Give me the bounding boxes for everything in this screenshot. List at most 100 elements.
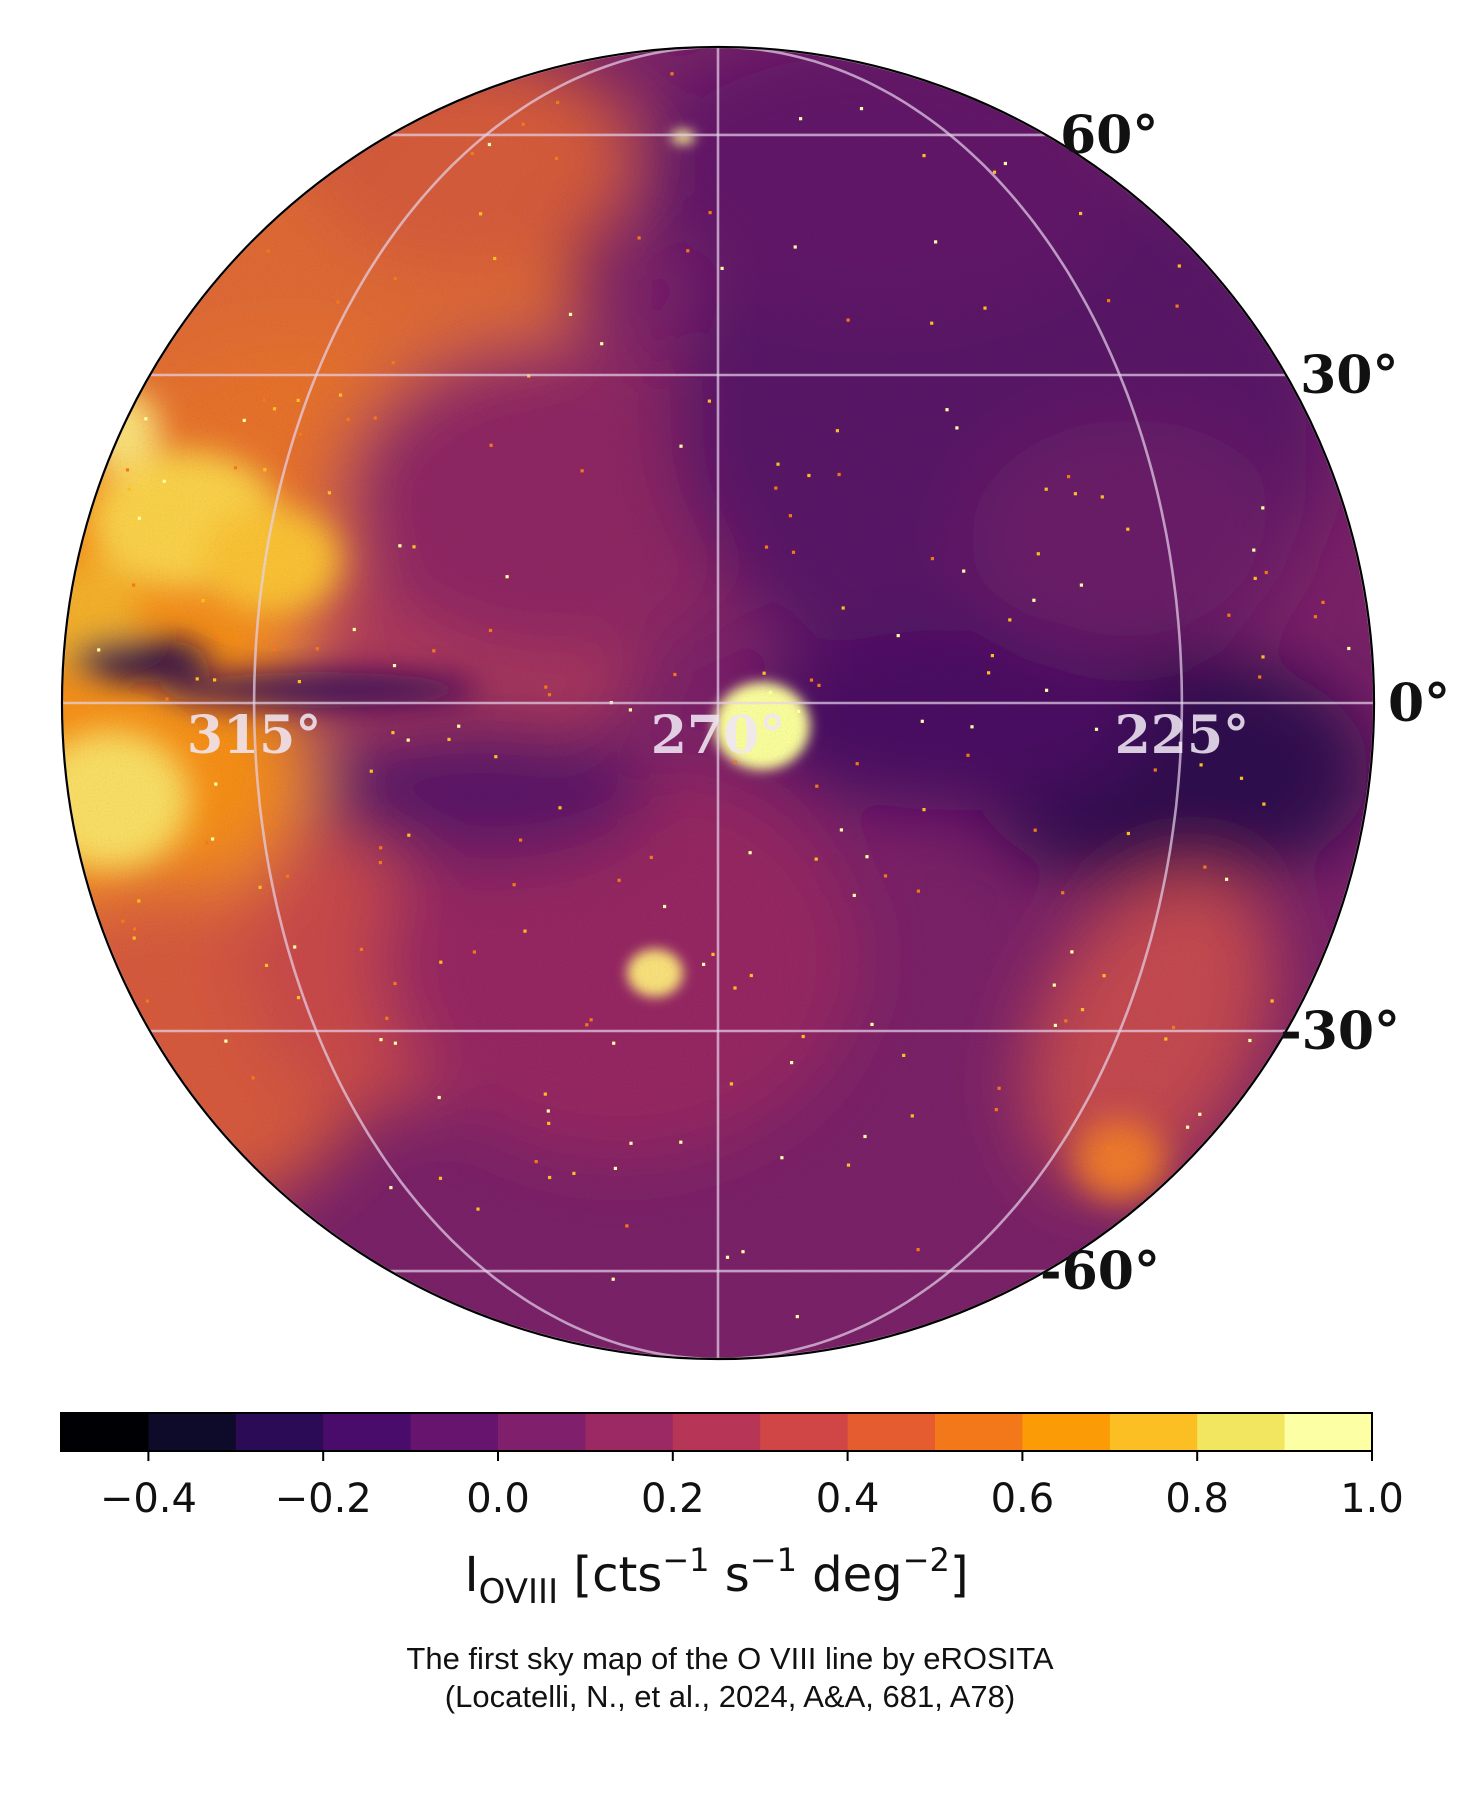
point-source — [132, 936, 136, 940]
label-exp3: −2 — [903, 1541, 950, 1579]
colorbar-segment — [235, 1413, 324, 1451]
point-source — [1239, 776, 1244, 780]
point-source — [1203, 865, 1207, 869]
point-source — [1264, 570, 1268, 575]
colorbar-tick-label: 1.0 — [1340, 1476, 1404, 1522]
point-source — [406, 738, 410, 742]
point-source — [1094, 727, 1099, 731]
point-source — [1100, 495, 1104, 499]
colorbar-tick-label: −0.2 — [275, 1476, 372, 1522]
point-source — [1061, 891, 1065, 895]
point-source — [201, 599, 205, 603]
point-source — [1008, 618, 1012, 622]
point-source — [505, 575, 509, 579]
point-source — [144, 417, 148, 421]
point-source — [809, 678, 814, 682]
point-source — [338, 393, 343, 397]
point-source — [994, 1108, 998, 1112]
point-source — [1079, 583, 1083, 587]
point-source — [327, 491, 331, 495]
point-source — [1253, 576, 1257, 580]
point-source — [359, 947, 363, 951]
point-source — [686, 249, 690, 253]
colorbar-segment — [672, 1413, 761, 1451]
point-source — [487, 142, 491, 147]
point-source — [1045, 688, 1049, 692]
point-source — [679, 444, 683, 448]
point-source — [733, 986, 737, 990]
point-source — [702, 962, 706, 966]
point-source — [945, 408, 949, 412]
point-source — [1186, 1125, 1190, 1129]
point-source — [707, 399, 711, 403]
point-source — [393, 1041, 397, 1045]
point-source — [534, 1160, 538, 1164]
point-source — [439, 960, 443, 964]
point-source — [519, 838, 523, 842]
colorbar-segment — [1109, 1413, 1198, 1451]
point-source — [251, 1076, 255, 1080]
point-source — [132, 583, 136, 587]
point-source — [733, 760, 737, 764]
point-source — [902, 1053, 906, 1057]
latitude-label: 60° — [1060, 105, 1158, 166]
point-source — [272, 648, 276, 652]
point-source — [233, 466, 238, 470]
point-source — [729, 1082, 733, 1086]
point-source — [859, 107, 864, 111]
point-source — [211, 837, 215, 841]
point-source — [554, 156, 559, 160]
colorbar-tick-label: 0.6 — [991, 1476, 1055, 1522]
point-source — [378, 861, 382, 865]
point-source — [625, 1224, 629, 1228]
point-source — [920, 719, 924, 723]
point-source — [97, 648, 101, 652]
point-source — [863, 1134, 867, 1139]
point-source — [437, 1095, 441, 1100]
point-source — [1036, 552, 1040, 556]
point-source — [997, 1086, 1001, 1090]
point-source — [865, 855, 869, 859]
point-source — [242, 418, 246, 422]
point-source — [679, 1140, 683, 1144]
point-source — [922, 808, 926, 812]
point-source — [389, 1186, 393, 1190]
label-exp1: −1 — [662, 1541, 709, 1579]
point-source — [512, 883, 516, 887]
colorbar-segment — [1022, 1413, 1111, 1451]
colorbar-segment — [760, 1413, 849, 1451]
point-source — [637, 236, 641, 240]
point-source — [1258, 675, 1262, 679]
point-source — [1227, 613, 1231, 617]
point-source — [934, 240, 938, 244]
point-source — [774, 486, 778, 490]
label-close: ] — [950, 1547, 969, 1603]
colorbar-frame — [60, 1412, 1373, 1452]
point-source — [870, 1022, 874, 1026]
point-source — [1126, 527, 1130, 531]
point-source — [336, 300, 340, 304]
point-source — [793, 245, 797, 249]
point-source — [369, 769, 373, 773]
point-source — [748, 851, 752, 855]
point-source — [930, 321, 934, 325]
point-source — [1261, 506, 1265, 510]
point-source — [966, 753, 970, 757]
point-source — [373, 416, 377, 420]
point-source — [315, 647, 319, 651]
colorbar-segment — [935, 1413, 1023, 1451]
point-source — [673, 672, 677, 677]
point-source — [392, 664, 397, 668]
point-source — [132, 927, 137, 931]
point-source — [1033, 828, 1037, 832]
meridian-line — [717, 47, 1184, 1359]
point-source — [708, 211, 712, 215]
colorbar-segment — [323, 1413, 412, 1451]
point-source — [835, 429, 839, 433]
point-source — [1171, 1025, 1176, 1029]
caption-line-2: (Locatelli, N., et al., 2024, A&A, 681, … — [444, 1679, 1016, 1714]
point-source — [839, 828, 843, 832]
point-source — [585, 1023, 589, 1027]
point-source — [799, 117, 803, 121]
point-source — [407, 833, 411, 837]
